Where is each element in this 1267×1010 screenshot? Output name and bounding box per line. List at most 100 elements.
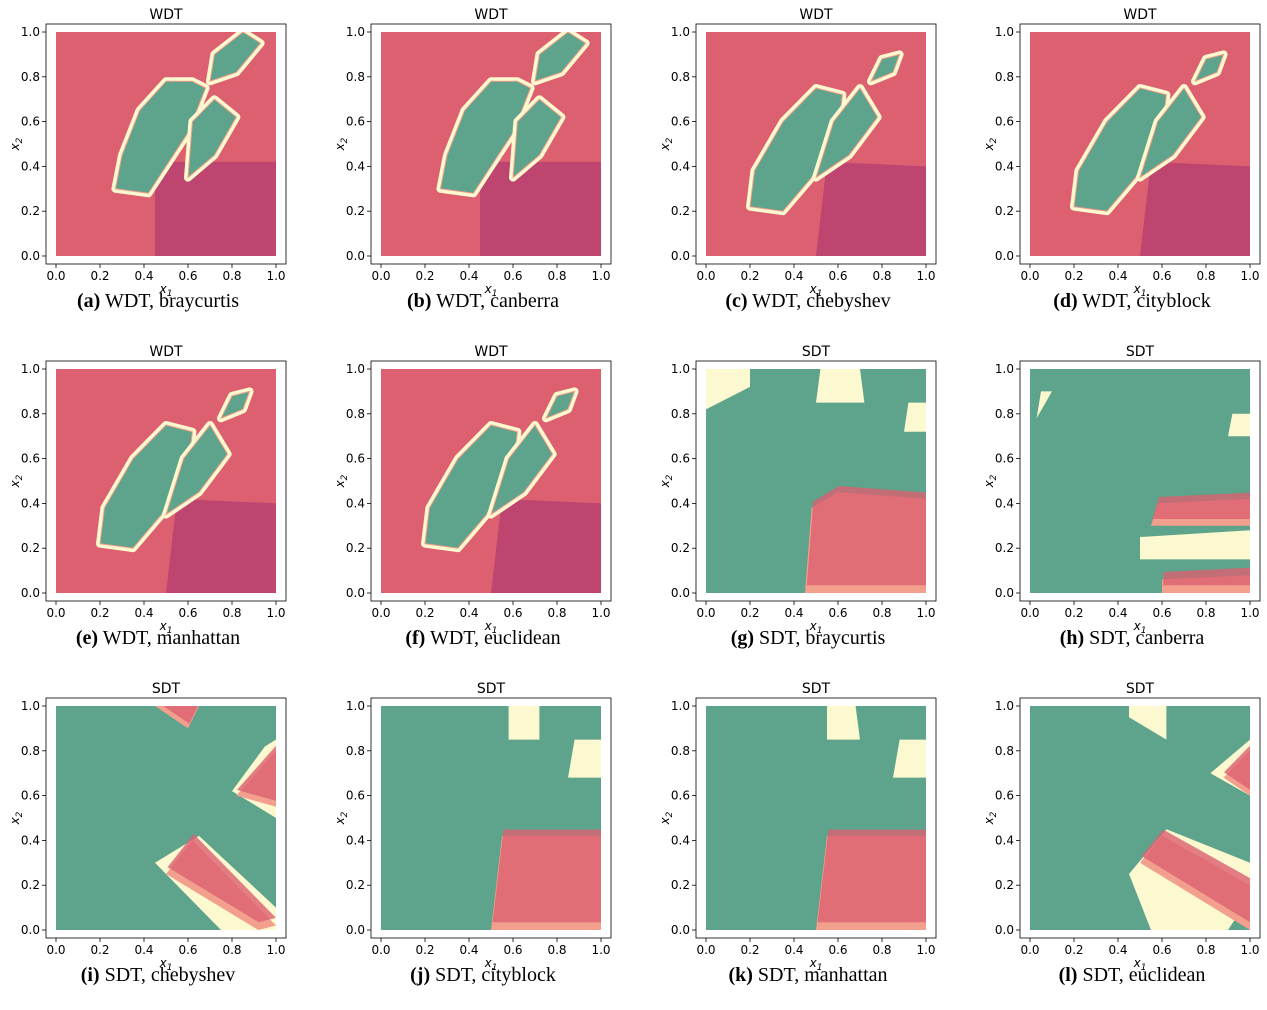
decision-surface: [56, 32, 276, 256]
dot-texture: [381, 32, 601, 256]
x-tick-label: 1.0: [266, 606, 285, 620]
x-tick-label: 0.2: [90, 606, 109, 620]
y-tick-label: 0.8: [21, 70, 40, 84]
x-tick-label: 1.0: [266, 943, 285, 957]
axes-frame: [1019, 360, 1261, 602]
panel-j: SDT 0.0 0.2 0.4 0.6 0.8 1.0 0.0 0.2 0.4 0.6 0.8 1.0 x…: [333, 680, 633, 1010]
y-axis-label: x2: [982, 137, 999, 151]
y-axis-label: x2: [333, 474, 350, 488]
panel-caption: (b) WDT, canberra: [333, 290, 633, 313]
x-tick-label: 0.4: [459, 606, 478, 620]
y-tick-label: 1.0: [346, 699, 365, 713]
caption-letter: (f): [405, 627, 426, 649]
dot-texture: [56, 32, 276, 256]
y-tick-label: 0.0: [21, 586, 40, 600]
panel-title: SDT: [1126, 344, 1155, 360]
x-tick-label: 0.0: [1020, 606, 1039, 620]
x-tick-label: 0.8: [1196, 606, 1215, 620]
caption-text: WDT, canberra: [431, 290, 559, 312]
axes-frame: [45, 697, 287, 939]
x-tick-label: 0.6: [178, 269, 197, 283]
y-tick-label: 0.4: [995, 496, 1014, 510]
panel-title: SDT: [1126, 681, 1155, 697]
x-tick-label: 0.0: [371, 606, 390, 620]
x-tick-label: 0.0: [46, 269, 65, 283]
caption-text: SDT, chebyshev: [99, 964, 236, 986]
y-tick-label: 0.4: [995, 833, 1014, 847]
x-tick-label: 0.2: [415, 606, 434, 620]
x-tick-label: 0.4: [134, 943, 153, 957]
y-tick-label: 0.2: [671, 204, 690, 218]
x-tick-label: 1.0: [916, 943, 935, 957]
axes-frame: [45, 23, 287, 265]
panel-title: SDT: [477, 681, 506, 697]
dot-texture: [1030, 32, 1250, 256]
x-tick-label: 0.2: [1064, 606, 1083, 620]
y-tick-label: 0.2: [346, 204, 365, 218]
panel-caption: (i) SDT, chebyshev: [8, 964, 308, 987]
dot-texture: [56, 706, 276, 930]
decision-surface: [706, 706, 926, 930]
y-axis-label: x2: [982, 474, 999, 488]
x-tick-label: 0.0: [1020, 943, 1039, 957]
x-tick-label: 0.8: [1196, 943, 1215, 957]
y-tick-label: 0.8: [995, 744, 1014, 758]
panel-plot-a: WDT 0.0 0.2 0.4 0.6 0.8 1.0 0.0 0.2 0.4 0.6 0.8 1.0 x…: [8, 7, 287, 299]
x-tick-label: 0.6: [178, 943, 197, 957]
y-tick-label: 0.6: [346, 789, 365, 803]
x-tick-label: 0.2: [90, 269, 109, 283]
x-tick-label: 1.0: [1240, 269, 1259, 283]
x-tick-label: 0.4: [134, 606, 153, 620]
panel-plot-l: SDT 0.0 0.2 0.4 0.6 0.8 1.0 0.0 0.2 0.4 0.6 0.8 1.0 x…: [982, 681, 1261, 973]
caption-letter: (e): [75, 627, 99, 649]
y-tick-label: 0.0: [346, 249, 365, 263]
x-tick-label: 0.2: [1064, 943, 1083, 957]
panel-caption: (j) SDT, cityblock: [333, 964, 633, 987]
panel-plot-k: SDT 0.0 0.2 0.4 0.6 0.8 1.0 0.0 0.2 0.4 0.6 0.8 1.0 x…: [658, 681, 937, 973]
y-tick-label: 0.4: [21, 496, 40, 510]
panel-title: WDT: [799, 7, 833, 23]
y-tick-label: 0.4: [346, 496, 365, 510]
y-tick-label: 0.0: [21, 923, 40, 937]
x-tick-label: 0.8: [222, 606, 241, 620]
panel-title: WDT: [474, 7, 508, 23]
axes-frame: [695, 697, 937, 939]
y-tick-label: 0.2: [671, 878, 690, 892]
x-tick-label: 0.2: [740, 943, 759, 957]
y-axis-label: x2: [333, 137, 350, 151]
dot-texture: [706, 369, 926, 593]
x-tick-label: 0.6: [1152, 606, 1171, 620]
axes-frame: [370, 23, 612, 265]
caption-letter: (l): [1058, 964, 1078, 986]
y-tick-label: 0.0: [671, 586, 690, 600]
y-tick-label: 1.0: [995, 362, 1014, 376]
y-tick-label: 0.6: [346, 452, 365, 466]
panel-d: WDT 0.0 0.2 0.4 0.6 0.8 1.0 0.0 0.2 0.4 0.6 0.8 1.0 x…: [982, 6, 1267, 336]
dot-texture: [381, 369, 601, 593]
caption-text: WDT, cityblock: [1077, 290, 1211, 312]
x-tick-label: 0.8: [1196, 269, 1215, 283]
caption-text: SDT, cityblock: [430, 964, 556, 986]
panel-plot-h: SDT 0.0 0.2 0.4 0.6 0.8 1.0 0.0 0.2 0.4 0.6 0.8 1.0 x…: [982, 344, 1261, 636]
x-tick-label: 0.2: [740, 606, 759, 620]
x-tick-label: 0.8: [547, 943, 566, 957]
panel-plot-j: SDT 0.0 0.2 0.4 0.6 0.8 1.0 0.0 0.2 0.4 0.6 0.8 1.0 x…: [333, 681, 612, 973]
x-tick-label: 0.2: [1064, 269, 1083, 283]
x-tick-label: 0.4: [1108, 943, 1127, 957]
y-tick-label: 0.8: [671, 70, 690, 84]
x-tick-label: 1.0: [266, 269, 285, 283]
panel-plot-e: WDT 0.0 0.2 0.4 0.6 0.8 1.0 0.0 0.2 0.4 0.6 0.8 1.0 x…: [8, 344, 287, 636]
x-tick-label: 0.8: [547, 606, 566, 620]
panel-caption: (c) WDT, chebyshev: [658, 290, 958, 313]
y-tick-label: 0.2: [21, 204, 40, 218]
dot-texture: [381, 706, 601, 930]
y-tick-label: 0.2: [21, 541, 40, 555]
y-axis-label: x2: [658, 137, 675, 151]
dot-texture: [1030, 706, 1250, 930]
x-tick-label: 1.0: [916, 269, 935, 283]
y-tick-label: 0.4: [671, 159, 690, 173]
y-axis-label: x2: [8, 474, 25, 488]
panel-title: WDT: [149, 344, 183, 360]
x-tick-label: 0.4: [784, 606, 803, 620]
y-tick-label: 0.6: [995, 789, 1014, 803]
